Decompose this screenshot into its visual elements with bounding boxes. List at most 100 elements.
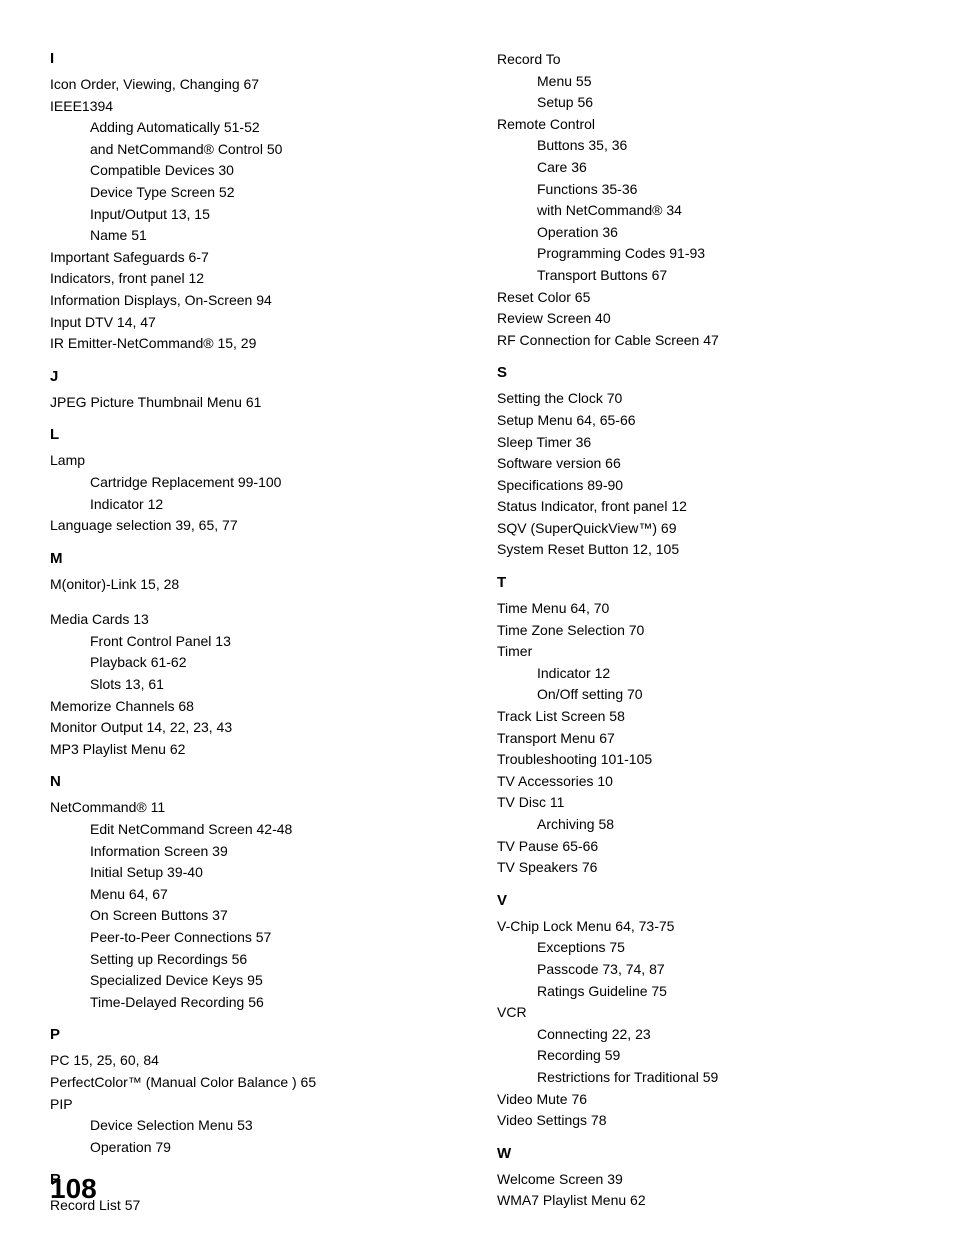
- index-entry: Time Zone Selection 70: [497, 621, 904, 641]
- index-entry: Media Cards 13: [50, 610, 457, 630]
- index-entry: Memorize Channels 68: [50, 697, 457, 717]
- index-subentry: Adding Automatically 51-52: [50, 118, 457, 138]
- index-entry: Setting the Clock 70: [497, 389, 904, 409]
- index-entry: VCR: [497, 1003, 904, 1023]
- index-subentry: Peer-to-Peer Connections 57: [50, 928, 457, 948]
- index-subentry: Care 36: [497, 158, 904, 178]
- index-subentry: Device Type Screen 52: [50, 183, 457, 203]
- index-subentry: with NetCommand® 34: [497, 201, 904, 221]
- index-gap: [50, 596, 457, 610]
- index-subentry: Indicator 12: [497, 664, 904, 684]
- index-section-letter: S: [497, 364, 904, 381]
- index-entry: Review Screen 40: [497, 309, 904, 329]
- left-column: I Icon Order, Viewing, Changing 67IEEE139…: [50, 50, 457, 1218]
- index-section-letter: R: [50, 1171, 457, 1188]
- index-entry: Icon Order, Viewing, Changing 67: [50, 75, 457, 95]
- index-subentry: Setting up Recordings 56: [50, 950, 457, 970]
- index-section-letter: W: [497, 1145, 904, 1162]
- index-subentry: Exceptions 75: [497, 938, 904, 958]
- index-section-letter: P: [50, 1026, 457, 1043]
- index-subentry: Playback 61-62: [50, 653, 457, 673]
- index-subentry: and NetCommand® Control 50: [50, 140, 457, 160]
- index-entry: Transport Menu 67: [497, 729, 904, 749]
- index-subentry: Slots 13, 61: [50, 675, 457, 695]
- index-subentry: Setup 56: [497, 93, 904, 113]
- index-entry: TV Pause 65-66: [497, 837, 904, 857]
- index-subentry: Menu 64, 67: [50, 885, 457, 905]
- index-subentry: Passcode 73, 74, 87: [497, 960, 904, 980]
- index-entry: PC 15, 25, 60, 84: [50, 1051, 457, 1071]
- index-entry: TV Speakers 76: [497, 858, 904, 878]
- index-entry: Sleep Timer 36: [497, 433, 904, 453]
- index-entry: TV Accessories 10: [497, 772, 904, 792]
- index-subentry: Name 51: [50, 226, 457, 246]
- index-subentry: Input/Output 13, 15: [50, 205, 457, 225]
- index-entry: Important Safeguards 6-7: [50, 248, 457, 268]
- index-entry: Language selection 39, 65, 77: [50, 516, 457, 536]
- index-subentry: Edit NetCommand Screen 42-48: [50, 820, 457, 840]
- index-entry: Timer: [497, 642, 904, 662]
- index-section-letter: J: [50, 368, 457, 385]
- index-entry: RF Connection for Cable Screen 47: [497, 331, 904, 351]
- index-entry: Specifications 89-90: [497, 476, 904, 496]
- index-entry: Status Indicator, front panel 12: [497, 497, 904, 517]
- index-entry: TV Disc 11: [497, 793, 904, 813]
- index-entry: Information Displays, On-Screen 94: [50, 291, 457, 311]
- index-entry: Time Menu 64, 70: [497, 599, 904, 619]
- index-subentry: Cartridge Replacement 99-100: [50, 473, 457, 493]
- index-subentry: Information Screen 39: [50, 842, 457, 862]
- index-subentry: Restrictions for Traditional 59: [497, 1068, 904, 1088]
- index-entry: WMA7 Playlist Menu 62: [497, 1191, 904, 1211]
- index-subentry: Compatible Devices 30: [50, 161, 457, 181]
- index-subentry: Indicator 12: [50, 495, 457, 515]
- page-number: 108: [50, 1173, 97, 1205]
- index-entry: Setup Menu 64, 65-66: [497, 411, 904, 431]
- index-entry: Track List Screen 58: [497, 707, 904, 727]
- index-entry: JPEG Picture Thumbnail Menu 61: [50, 393, 457, 413]
- index-entry: IEEE1394: [50, 97, 457, 117]
- index-entry: Video Mute 76: [497, 1090, 904, 1110]
- index-subentry: Buttons 35, 36: [497, 136, 904, 156]
- index-entry: NetCommand® 11: [50, 798, 457, 818]
- index-entry: System Reset Button 12, 105: [497, 540, 904, 560]
- index-section-letter: N: [50, 773, 457, 790]
- index-entry: PIP: [50, 1095, 457, 1115]
- index-entry: Record To: [497, 50, 904, 70]
- index-entry: V-Chip Lock Menu 64, 73-75: [497, 917, 904, 937]
- index-section-letter: I: [50, 50, 457, 67]
- right-column: Record ToMenu 55Setup 56Remote ControlBu…: [497, 50, 904, 1218]
- index-subentry: On/Off setting 70: [497, 685, 904, 705]
- index-subentry: Menu 55: [497, 72, 904, 92]
- index-entry: Reset Color 65: [497, 288, 904, 308]
- index-entry: Monitor Output 14, 22, 23, 43: [50, 718, 457, 738]
- index-entry: Software version 66: [497, 454, 904, 474]
- index-entry: SQV (SuperQuickView™) 69: [497, 519, 904, 539]
- index-entry: Input DTV 14, 47: [50, 313, 457, 333]
- index-subentry: Recording 59: [497, 1046, 904, 1066]
- index-entry: Remote Control: [497, 115, 904, 135]
- index-subentry: Transport Buttons 67: [497, 266, 904, 286]
- index-subentry: Functions 35-36: [497, 180, 904, 200]
- index-entry: M(onitor)-Link 15, 28: [50, 575, 457, 595]
- index-entry: MP3 Playlist Menu 62: [50, 740, 457, 760]
- index-entry: Troubleshooting 101-105: [497, 750, 904, 770]
- index-entry: PerfectColor™ (Manual Color Balance ) 65: [50, 1073, 457, 1093]
- index-section-letter: L: [50, 426, 457, 443]
- index-subentry: Operation 36: [497, 223, 904, 243]
- index-subentry: Specialized Device Keys 95: [50, 971, 457, 991]
- index-subentry: Connecting 22, 23: [497, 1025, 904, 1045]
- index-subentry: Operation 79: [50, 1138, 457, 1158]
- index-section-letter: M: [50, 550, 457, 567]
- index-section-letter: V: [497, 892, 904, 909]
- index-entry: Lamp: [50, 451, 457, 471]
- index-subentry: Ratings Guideline 75: [497, 982, 904, 1002]
- index-subentry: Initial Setup 39-40: [50, 863, 457, 883]
- index-entry: IR Emitter-NetCommand® 15, 29: [50, 334, 457, 354]
- index-subentry: Device Selection Menu 53: [50, 1116, 457, 1136]
- index-entry: Indicators, front panel 12: [50, 269, 457, 289]
- index-entry: Video Settings 78: [497, 1111, 904, 1131]
- index-subentry: On Screen Buttons 37: [50, 906, 457, 926]
- index-subentry: Programming Codes 91-93: [497, 244, 904, 264]
- index-subentry: Archiving 58: [497, 815, 904, 835]
- index-entry: Welcome Screen 39: [497, 1170, 904, 1190]
